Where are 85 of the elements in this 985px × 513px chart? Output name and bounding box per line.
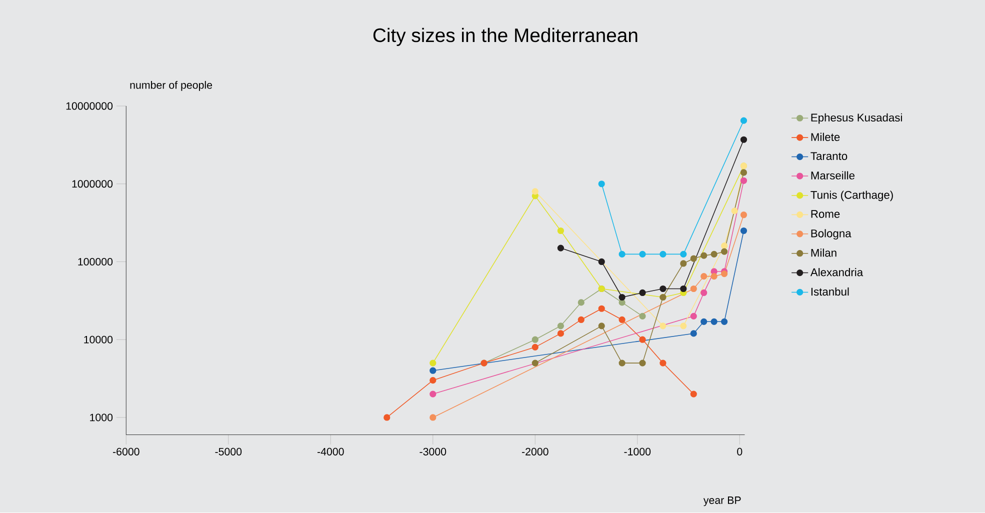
- y-tick-label: 1000000: [72, 180, 113, 188]
- point: [660, 322, 666, 330]
- point: [721, 248, 728, 256]
- x-tick-label: 0: [737, 448, 742, 456]
- point: [740, 136, 748, 144]
- point: [690, 255, 697, 262]
- point: [710, 273, 718, 280]
- point: [639, 313, 646, 320]
- chart-title: City sizes in the Mediterranean: [373, 28, 638, 46]
- legend-label: Rome: [811, 210, 840, 218]
- point: [430, 414, 436, 421]
- point: [430, 360, 436, 367]
- x-tick-label: -5000: [215, 448, 242, 456]
- point: [639, 290, 646, 296]
- point: [557, 228, 564, 234]
- legend-label: Milan: [811, 248, 836, 257]
- y-tick-label: 10000: [84, 336, 113, 344]
- point: [690, 286, 697, 292]
- legend-label: Milete: [811, 133, 840, 142]
- point: [430, 368, 436, 374]
- legend-label: Tunis (Carthage): [810, 190, 893, 202]
- point: [598, 180, 605, 188]
- legend-label: Marseille: [811, 171, 854, 180]
- point: [618, 360, 626, 367]
- point: [618, 316, 626, 324]
- point: [700, 273, 708, 280]
- point: [557, 330, 564, 337]
- x-tick-label: -6000: [112, 448, 140, 456]
- point: [557, 244, 564, 252]
- point: [710, 251, 718, 258]
- point: [740, 117, 748, 124]
- point: [680, 251, 687, 258]
- x-axis-title: year BP: [703, 496, 741, 506]
- point: [639, 336, 646, 344]
- point: [532, 188, 538, 195]
- x-tick-label: -2000: [522, 448, 548, 456]
- legend-label: Alexandria: [810, 268, 864, 276]
- y-tick-label: 100000: [78, 258, 113, 266]
- point: [740, 178, 748, 184]
- x-tick-label: -3000: [420, 448, 446, 456]
- point: [680, 286, 687, 292]
- point: [660, 286, 666, 292]
- y-axis-title: number of people: [130, 81, 212, 92]
- legend-label: Ephesus Kusadasi: [811, 114, 902, 124]
- point: [700, 290, 708, 296]
- y-tick-label: 10000000: [66, 102, 113, 110]
- point: [740, 212, 748, 218]
- point: [532, 360, 538, 367]
- point: [598, 258, 605, 266]
- point: [721, 242, 728, 250]
- point: [740, 169, 748, 176]
- point: [532, 336, 538, 344]
- point: [598, 306, 605, 312]
- x-tick-label: -4000: [317, 448, 344, 456]
- point: [740, 228, 748, 234]
- point: [430, 390, 436, 398]
- legend-label: Istanbul: [811, 288, 849, 296]
- point: [557, 322, 564, 330]
- point: [700, 252, 708, 260]
- legend-label: Bologna: [811, 229, 852, 240]
- point: [700, 318, 708, 326]
- point: [690, 313, 697, 320]
- point: [710, 318, 718, 326]
- point: [430, 377, 436, 384]
- x-tick-label: -1000: [624, 448, 651, 456]
- point: [680, 260, 687, 267]
- point: [660, 251, 666, 258]
- point: [384, 414, 390, 421]
- point: [660, 360, 666, 367]
- y-tick-label: 1000: [90, 414, 113, 422]
- point: [578, 299, 584, 306]
- point: [639, 251, 646, 258]
- point: [578, 316, 584, 324]
- point: [532, 344, 538, 351]
- point: [721, 318, 728, 326]
- legend-label: Taranto: [810, 152, 848, 160]
- point: [618, 251, 626, 258]
- point: [721, 270, 728, 278]
- point: [598, 322, 605, 330]
- point: [690, 390, 697, 398]
- point: [680, 322, 687, 330]
- point: [690, 330, 697, 337]
- point: [731, 208, 738, 214]
- point: [618, 294, 626, 301]
- point: [639, 360, 646, 367]
